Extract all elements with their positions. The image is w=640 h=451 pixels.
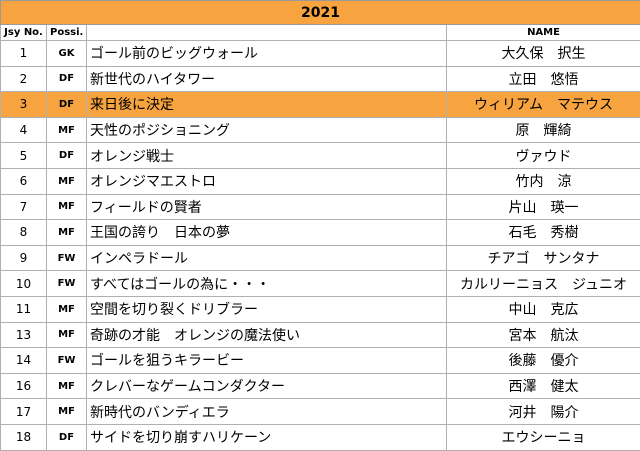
position-cell: MF [46, 116, 87, 144]
table-row: 4 MF 天性のポジショニング原 輝綺 [0, 116, 640, 144]
jersey-number-cell: 10 [0, 270, 47, 297]
player-name-cell: エウシーニョ [445, 423, 640, 451]
position-cell: DF [46, 91, 87, 118]
player-title-cell: すべてはゴールの為に・・・ [86, 270, 447, 297]
player-name-cell: 竹内 涼 [445, 167, 640, 195]
player-title-cell: オレンジ戦士 [86, 142, 447, 169]
position-cell: DF [46, 65, 87, 93]
position-cell: FW [46, 270, 87, 297]
position-cell: MF [46, 321, 87, 349]
jersey-number-cell: 2 [0, 65, 47, 93]
table-row: 1 GK ゴール前のビッグウォール 大久保 択生 [0, 40, 640, 67]
player-title-cell: 新世代のハイタワー [86, 65, 447, 93]
player-name-cell: 立田 悠悟 [445, 65, 640, 93]
table-row: 11 MF 空間を切り裂くドリブラー 中山 克広 [0, 295, 640, 323]
table-row: 14 FW ゴールを狙うキラービー 後藤 優介 [0, 347, 640, 374]
player-name-cell: ヴァウド [445, 142, 640, 169]
position-cell: DF [46, 423, 87, 451]
position-cell: FW [46, 347, 87, 374]
position-cell: MF [46, 398, 87, 425]
jersey-number-cell: 16 [0, 372, 47, 400]
jersey-number-cell: 3 [0, 91, 47, 118]
table-row: 5 DF オレンジ戦士 ヴァウド [0, 142, 640, 169]
jersey-number-cell: 1 [0, 40, 47, 67]
player-name-cell: ウィリアム マテウス [445, 91, 640, 118]
table-row: 10 FW すべてはゴールの為に・・・ カルリーニョス ジュニオ [0, 270, 640, 297]
player-title-cell: 奇跡の才能 オレンジの魔法使い [86, 321, 447, 349]
header-title [86, 24, 447, 41]
player-name-cell: 片山 瑛一 [445, 193, 640, 221]
jersey-number-cell: 8 [0, 219, 47, 246]
player-name-cell: 後藤 優介 [445, 347, 640, 374]
position-cell: DF [46, 142, 87, 169]
position-cell: MF [46, 193, 87, 221]
header-row: Jsy No. Possi. NAME [0, 24, 640, 41]
table-row: 8 MF 王国の誇り 日本の夢 石毛 秀樹 [0, 219, 640, 246]
player-name-cell: 宮本 航汰 [445, 321, 640, 349]
year-title: 2021 [0, 0, 640, 25]
player-title-cell: フィールドの賢者 [86, 193, 447, 221]
jersey-number-cell: 9 [0, 244, 47, 272]
player-name-cell: 大久保 択生 [445, 40, 640, 67]
jersey-number-cell: 5 [0, 142, 47, 169]
header-position: Possi. [46, 24, 87, 41]
header-name: NAME [445, 24, 640, 41]
position-cell: MF [46, 372, 87, 400]
header-jersey-no: Jsy No. [0, 24, 47, 41]
player-title-cell: オレンジマエストロ [86, 167, 447, 195]
player-title-cell: クレバーなゲームコンダクター [86, 372, 447, 400]
player-title-cell: 来日後に決定 [86, 91, 447, 118]
jersey-number-cell: 14 [0, 347, 47, 374]
table-row: 2 DF 新世代のハイタワー 立田 悠悟 [0, 65, 640, 93]
position-cell: MF [46, 295, 87, 323]
table-row: 7 MF フィールドの賢者 片山 瑛一 [0, 193, 640, 221]
player-name-cell: 石毛 秀樹 [445, 219, 640, 246]
position-cell: FW [46, 244, 87, 272]
player-name-cell: チアゴ サンタナ [445, 244, 640, 272]
table-row: 16 MF クレバーなゲームコンダクター 西澤 健太 [0, 372, 640, 400]
jersey-number-cell: 11 [0, 295, 47, 323]
player-name-cell: カルリーニョス ジュニオ [445, 270, 640, 297]
jersey-number-cell: 13 [0, 321, 47, 349]
player-title-cell: ゴールを狙うキラービー [86, 347, 447, 374]
jersey-number-cell: 6 [0, 167, 47, 195]
position-cell: MF [46, 219, 87, 246]
jersey-number-cell: 18 [0, 423, 47, 451]
player-title-cell: 空間を切り裂くドリブラー [86, 295, 447, 323]
jersey-number-cell: 7 [0, 193, 47, 221]
jersey-number-cell: 17 [0, 398, 47, 425]
player-title-cell: サイドを切り崩すハリケーン [86, 423, 447, 451]
position-cell: GK [46, 40, 87, 67]
player-name-cell: 河井 陽介 [445, 398, 640, 425]
table-row: 9 FW インペラドール チアゴ サンタナ [0, 244, 640, 272]
player-name-cell: 西澤 健太 [445, 372, 640, 400]
jersey-number-cell: 4 [0, 116, 47, 144]
table-row: 17 MF 新時代のバンディエラ 河井 陽介 [0, 398, 640, 425]
player-title-cell: 天性のポジショニング [86, 116, 447, 144]
table-row: 18 DF サイドを切り崩すハリケーン エウシーニョ [0, 423, 640, 451]
player-title-cell: 新時代のバンディエラ [86, 398, 447, 425]
title-row: 2021 [0, 0, 640, 25]
table-row: 13 MF 奇跡の才能 オレンジの魔法使い 宮本 航汰 [0, 321, 640, 349]
player-title-cell: 王国の誇り 日本の夢 [86, 219, 447, 246]
player-name-cell: 原 輝綺 [445, 116, 640, 144]
table-row: 3 DF 来日後に決定 ウィリアム マテウス [0, 91, 640, 118]
player-title-cell: インペラドール [86, 244, 447, 272]
table-row: 6 MF オレンジマエストロ 竹内 涼 [0, 167, 640, 195]
position-cell: MF [46, 167, 87, 195]
player-title-cell: ゴール前のビッグウォール [86, 40, 447, 67]
player-name-cell: 中山 克広 [445, 295, 640, 323]
